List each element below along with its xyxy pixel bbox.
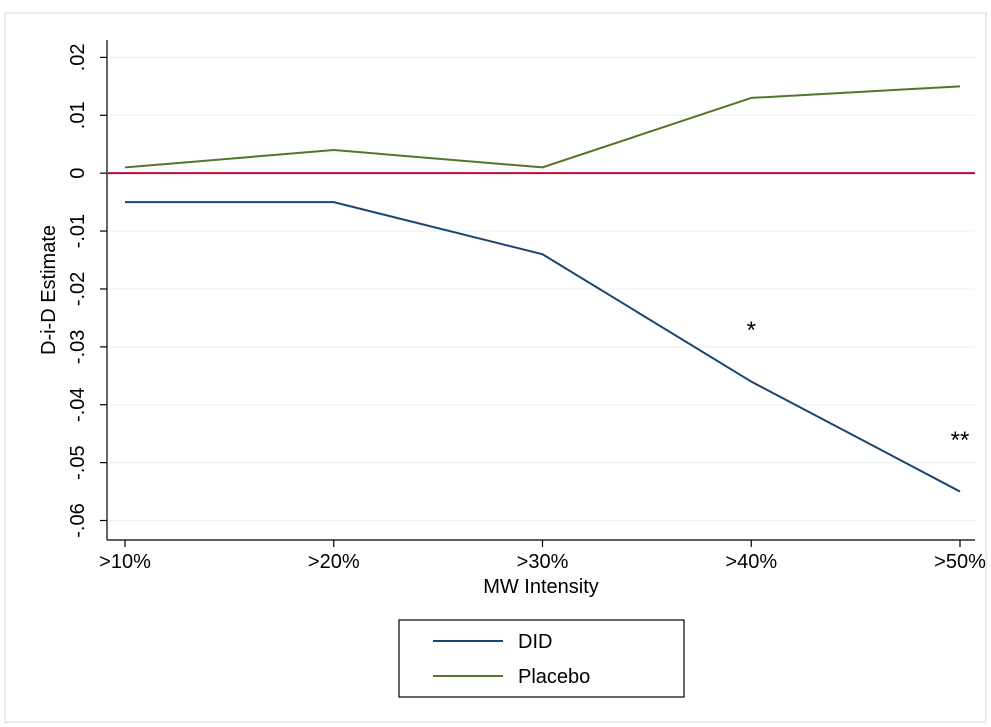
legend: DID Placebo [398, 619, 685, 698]
y-tick-label: .01 [67, 101, 89, 129]
significance-annotation: ** [951, 427, 970, 454]
y-tick-label: -.02 [67, 272, 89, 306]
graph-region [4, 12, 987, 723]
y-tick-label: 0 [67, 168, 89, 179]
y-ticks: .02 .01 0 -.01 -.02 -.03 -.04 -.05 -.06 [67, 43, 107, 538]
series-lines [124, 85, 961, 493]
x-tick-label: >10% [99, 551, 151, 573]
series-line-did [125, 201, 961, 493]
x-tick-label: >50% [934, 551, 986, 573]
y-tick-label: -.06 [67, 503, 89, 537]
legend-box [398, 619, 685, 698]
x-tick-label: >40% [725, 551, 777, 573]
axes [106, 40, 975, 541]
y-tick-label: -.05 [67, 445, 89, 479]
x-tick-label: >30% [517, 551, 569, 573]
y-tick-label: .02 [67, 43, 89, 71]
legend-label-did: DID [518, 631, 552, 653]
y-axis-label: D-i-D Estimate [38, 225, 60, 355]
significance-annotation: * [747, 317, 756, 344]
annotations: *** [747, 317, 970, 454]
x-ticks: >10% >20% >30% >40% >50% [99, 540, 986, 573]
y-tick-label: -.04 [67, 387, 89, 421]
x-axis-label: MW Intensity [483, 576, 599, 598]
legend-label-placebo: Placebo [518, 666, 590, 688]
series-line-placebo [124, 85, 961, 169]
x-tick-label: >20% [308, 551, 360, 573]
y-tick-label: -.01 [67, 214, 89, 248]
y-tick-label: -.03 [67, 330, 89, 364]
